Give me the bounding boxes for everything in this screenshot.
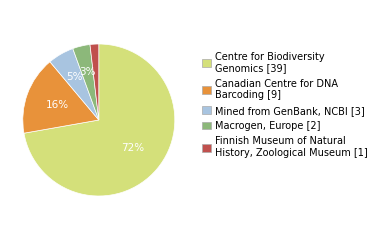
Wedge shape: [23, 62, 99, 133]
Wedge shape: [90, 44, 99, 120]
Wedge shape: [24, 44, 175, 196]
Legend: Centre for Biodiversity
Genomics [39], Canadian Centre for DNA
Barcoding [9], Mi: Centre for Biodiversity Genomics [39], C…: [203, 52, 368, 158]
Wedge shape: [73, 44, 99, 120]
Wedge shape: [50, 48, 99, 120]
Text: 3%: 3%: [79, 67, 96, 77]
Text: 5%: 5%: [66, 72, 82, 82]
Text: 72%: 72%: [121, 143, 144, 153]
Text: 16%: 16%: [46, 100, 69, 110]
